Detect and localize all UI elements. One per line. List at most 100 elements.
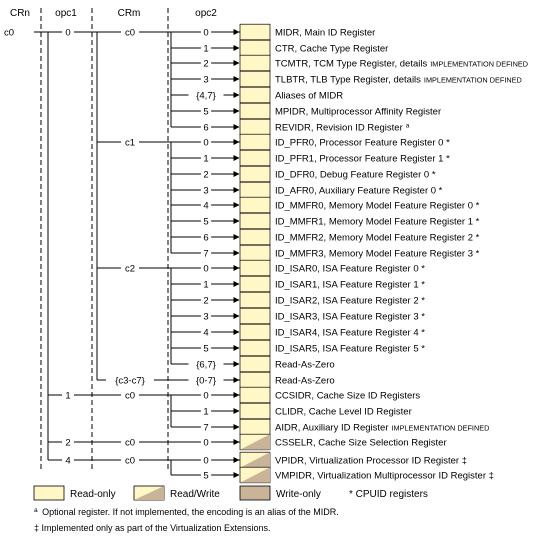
opc2-label-bg — [200, 389, 212, 401]
register-row: 5 ID_MMFR1, Memory Model Feature Register… — [171, 212, 480, 230]
access-box — [239, 275, 271, 293]
access-box — [239, 133, 271, 151]
legend: Read-only Read/Write Write-only * CPUID … — [33, 485, 428, 501]
register-row: 0 MIDR, Main ID Register — [171, 23, 375, 41]
register-name-text: ID_ISAR3, ISA Feature Register 3 * — [275, 312, 425, 323]
footnote-a-text: Optional register. If not implemented, t… — [42, 507, 339, 517]
access-box — [239, 54, 271, 72]
crm-label-bg — [121, 26, 139, 38]
opc2-label: 0 — [203, 264, 208, 275]
column-labels: c0 0 1 2 4 c0 c1 c2 {c3-c7} c0 c0 c0 — [3, 26, 154, 467]
register-name: REVIDR, Revision ID Register a — [275, 122, 410, 134]
access-box — [239, 196, 271, 214]
access-box — [239, 339, 271, 357]
access-box — [239, 70, 271, 88]
opc2-label: 6 — [203, 123, 208, 134]
register-name-text: ID_ISAR5, ISA Feature Register 5 * — [275, 344, 425, 355]
register-name: ID_MMFR0, Memory Model Feature Register … — [275, 201, 480, 212]
register-row: 1 ID_PFR1, Processor Feature Register 1 * — [171, 149, 450, 167]
register-name: MPIDR, Multiprocessor Affinity Register — [275, 107, 441, 118]
register-row: 7 AIDR, Auxiliary ID Register IMPLEMENTATI… — [171, 418, 489, 436]
register-name: TLBTR, TLB Type Register, details IMPLEME… — [275, 75, 522, 86]
register-name-suffix: IMPLEMENTATION DEFINED — [430, 60, 528, 69]
crm-label-bg — [121, 389, 139, 401]
opc2-label-bg — [200, 73, 212, 85]
register-name-text: AIDR, Auxiliary ID Register — [275, 423, 389, 434]
access-box — [239, 228, 271, 246]
register-name: ID_ISAR1, ISA Feature Register 1 * — [275, 280, 425, 291]
register-footnote-mark: a — [406, 122, 410, 129]
register-row: {6,7} Read-As-Zero — [171, 355, 335, 373]
register-name-text: VMPIDR, Virtualization Multiprocessor ID… — [275, 471, 494, 482]
register-row: 5 VMPIDR, Virtualization Multiprocessor I… — [171, 466, 494, 484]
legend-write-only: Write-only — [276, 489, 321, 500]
opc2-label-bg — [200, 199, 212, 211]
register-row: 2 ID_ISAR2, ISA Feature Register 2 * — [171, 291, 425, 309]
access-box — [239, 102, 271, 120]
register-name-text: TLBTR, TLB Type Register, details — [275, 75, 421, 86]
register-row: 7 ID_MMFR3, Memory Model Feature Register… — [171, 244, 480, 262]
register-name: ID_DFR0, Debug Feature Register 0 * — [275, 170, 436, 181]
opc2-label: 4 — [203, 328, 208, 339]
opc2-label-bg — [200, 342, 212, 354]
register-name-text: Aliases of MIDR — [275, 91, 343, 102]
register-name-text: CSSELR, Cache Size Selection Register — [275, 438, 447, 449]
opc2-label-bg — [200, 231, 212, 243]
footnote-a-mark: a — [34, 507, 38, 514]
register-name-text: CTR, Cache Type Register — [275, 44, 388, 55]
register-name-text: ID_ISAR0, ISA Feature Register 0 * — [275, 264, 425, 275]
opc2-label: 0 — [203, 138, 208, 149]
opc2-label-bg — [200, 278, 212, 290]
crm-label-bg — [106, 374, 154, 386]
register-row: 3 ID_AFR0, Auxiliary Feature Register 0 * — [171, 181, 443, 199]
opc1-label: 0 — [65, 28, 70, 39]
access-box — [239, 181, 271, 199]
register-name: ID_ISAR3, ISA Feature Register 3 * — [275, 312, 425, 323]
opc2-label-bg — [200, 152, 212, 164]
register-name-text: REVIDR, Revision ID Register — [275, 123, 403, 134]
opc2-label-bg — [200, 26, 212, 38]
access-box — [239, 259, 271, 277]
opc2-label-bg — [200, 326, 212, 338]
legend-read-only-swatch — [33, 485, 65, 501]
opc2-label-bg — [188, 358, 224, 370]
access-box — [239, 86, 271, 104]
opc2-label-bg — [200, 247, 212, 259]
register-name: VMPIDR, Virtualization Multiprocessor ID… — [275, 471, 494, 482]
crn-label: c0 — [4, 28, 14, 39]
register-name-text: ID_MMFR2, Memory Model Feature Register … — [275, 233, 480, 244]
register-name-text: ID_PFR0, Processor Feature Register 0 * — [275, 138, 450, 149]
opc1-label: 1 — [65, 391, 70, 402]
register-row: 0 CCSIDR, Cache Size ID Registers — [171, 386, 420, 404]
register-row: 3 ID_ISAR3, ISA Feature Register 3 * — [171, 307, 425, 325]
access-box — [239, 402, 271, 420]
footnotes: a Optional register. If not implemented,… — [34, 507, 339, 534]
header-opc1: opc1 — [55, 8, 77, 19]
crm-label-bg — [121, 454, 139, 466]
opc1-label-bg — [62, 389, 74, 401]
opc2-label-bg — [200, 105, 212, 117]
opc2-label-bg — [188, 374, 224, 386]
opc2-label-bg — [200, 57, 212, 69]
crm-label: {c3-c7} — [115, 376, 145, 387]
register-name-text: Read-As-Zero — [275, 360, 335, 371]
footnote-a: a Optional register. If not implemented,… — [34, 507, 339, 518]
register-name-suffix: IMPLEMENTATION DEFINED — [392, 424, 490, 433]
column-separators — [40, 8, 169, 470]
register-row: 0 ID_PFR0, Processor Feature Register 0 * — [171, 133, 450, 151]
header-crm: CRm — [118, 8, 141, 19]
register-name-text: VPIDR, Virtualization Processor ID Regis… — [275, 456, 467, 467]
opc2-label: 0 — [203, 391, 208, 402]
crm-label: c1 — [125, 138, 135, 149]
opc2-label: 6 — [203, 233, 208, 244]
opc2-label-bg — [200, 136, 212, 148]
register-name: CLIDR, Cache Level ID Register — [275, 407, 412, 418]
register-name: AIDR, Auxiliary ID Register IMPLEMENTATIO… — [275, 423, 489, 434]
crm-label: c0 — [125, 28, 135, 39]
crm-label-bg — [121, 436, 139, 448]
register-row: 2 TCMTR, TCM Type Register, details IMPLEM… — [171, 54, 528, 72]
opc2-label-bg — [200, 184, 212, 196]
register-name: ID_PFR0, Processor Feature Register 0 * — [275, 138, 450, 149]
crn-label-bg — [3, 26, 21, 38]
